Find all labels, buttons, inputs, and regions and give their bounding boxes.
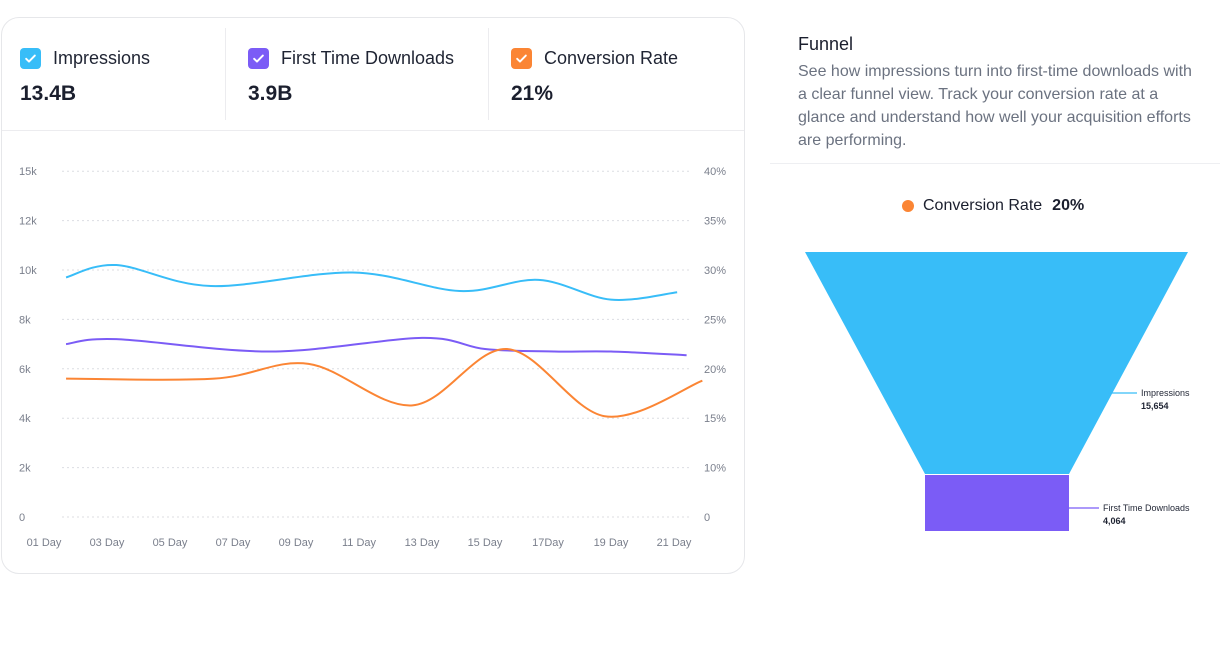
funnel-stage-impressions: [805, 252, 1188, 474]
y-right-tick-label: 30%: [704, 265, 726, 277]
funnel-stage-first-time-downloads: [925, 475, 1069, 531]
y-right-tick-label: 25%: [704, 314, 726, 326]
legend-dot-icon: [902, 200, 914, 212]
x-tick-label: 11 Day: [342, 537, 377, 549]
legend-value: 20%: [1052, 197, 1085, 214]
y-left-tick-label: 2k: [19, 463, 31, 475]
stat-value: 13.4B: [20, 82, 77, 105]
funnel-title: Funnel: [798, 34, 854, 54]
x-tick-label: 13 Day: [405, 537, 440, 549]
stats-header: Impressions 13.4B First Time Downloads 3…: [2, 18, 744, 131]
y-right-tick-label: 20%: [704, 364, 726, 376]
y-right-tick-label: 0: [704, 512, 710, 524]
stat-label: First Time Downloads: [281, 48, 455, 68]
y-right-tick-label: 10%: [704, 463, 726, 475]
series-line-conversion-rate: [66, 348, 703, 418]
divider: [225, 28, 226, 120]
y-left-tick-label: 4k: [19, 413, 31, 425]
funnel-description: See how impressions turn into first-time…: [798, 63, 1192, 149]
y-left-tick-label: 15k: [19, 166, 37, 178]
x-tick-label: 15 Day: [468, 537, 503, 549]
checkbox-conversion-rate[interactable]: [511, 48, 532, 69]
y-left-tick-label: 10k: [19, 265, 37, 277]
x-tick-label: 17Day: [532, 537, 564, 549]
y-left-tick-label: 8k: [19, 314, 31, 326]
check-icon: [25, 54, 36, 63]
funnel-label-first-time-downloads: First Time Downloads 4,064: [1103, 503, 1190, 526]
checkbox-impressions[interactable]: [20, 48, 41, 69]
series-line-first-time-downloads: [65, 336, 687, 357]
y-left-tick-label: 6k: [19, 364, 31, 376]
line-chart: 0 2k 4k 6k 8k 10k 12k 15k 0 10% 15% 20% 25% 30% 35% 40%…: [19, 166, 726, 549]
check-icon: [516, 54, 527, 63]
checkbox-first-time-downloads[interactable]: [248, 48, 269, 69]
stat-value: 3.9B: [248, 82, 293, 105]
stat-label: Conversion Rate: [544, 48, 679, 68]
x-tick-label: 21 Day: [657, 537, 692, 549]
x-tick-label: 05 Day: [153, 537, 188, 549]
stat-value: 21%: [511, 82, 554, 105]
x-tick-label: 01 Day: [27, 537, 62, 549]
funnel-legend: Conversion Rate 20%: [902, 197, 1084, 215]
funnel-label-impressions: Impressions 15,654: [1141, 388, 1190, 411]
y-right-tick-label: 15%: [704, 413, 726, 425]
stat-label: Impressions: [53, 48, 151, 68]
series-line-impressions: [65, 264, 678, 301]
x-tick-label: 07 Day: [216, 537, 251, 549]
y-right-tick-label: 35%: [704, 216, 726, 228]
metrics-chart-card: Impressions 13.4B First Time Downloads 3…: [1, 17, 745, 574]
y-left-tick-label: 12k: [19, 216, 37, 228]
x-tick-label: 03 Day: [90, 537, 125, 549]
check-icon: [253, 54, 264, 63]
legend-label: Conversion Rate: [923, 197, 1043, 214]
x-tick-label: 19 Day: [594, 537, 629, 549]
divider: [488, 28, 489, 120]
y-left-tick-label: 0: [19, 512, 25, 524]
x-tick-label: 09 Day: [279, 537, 314, 549]
y-right-tick-label: 40%: [704, 166, 726, 178]
divider: [770, 163, 1220, 164]
